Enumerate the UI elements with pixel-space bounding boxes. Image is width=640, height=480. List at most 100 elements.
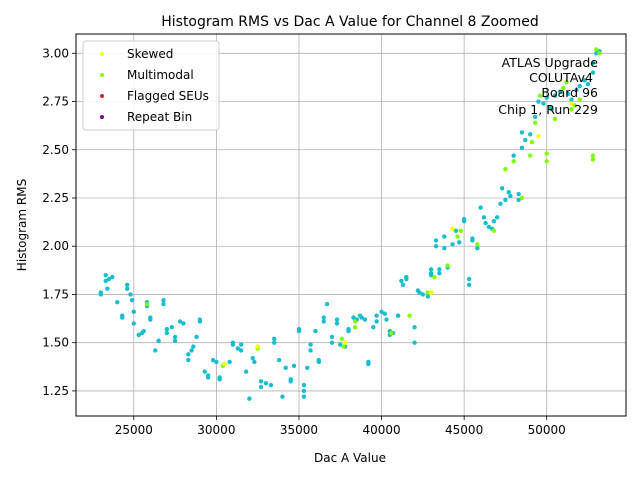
data-point-skewed (222, 361, 227, 367)
data-point-data (148, 317, 153, 322)
data-point-data (141, 328, 146, 334)
data-point-data (202, 369, 208, 374)
data-point-multimodal (561, 85, 566, 91)
grid (76, 34, 626, 416)
annotation-line-3: Board 96 (541, 85, 598, 100)
data-point-data (433, 244, 439, 249)
x-tick-label: 50000 (528, 423, 566, 437)
y-tick-label: 2.00 (42, 239, 69, 253)
data-point-data (536, 99, 541, 104)
data-point-data (503, 197, 508, 203)
data-point-data (131, 309, 137, 315)
data-point-data (238, 348, 244, 353)
data-point-data (371, 325, 376, 330)
data-point-data (590, 70, 596, 75)
data-point-multimodal (339, 336, 345, 342)
data-point-data (106, 276, 112, 282)
data-point-data (250, 355, 255, 361)
data-point-data (288, 377, 293, 382)
data-point-data (557, 89, 563, 95)
data-point-data (519, 130, 525, 135)
data-point-data (483, 220, 488, 226)
data-point-multimodal (529, 139, 535, 145)
data-point-data (128, 292, 133, 297)
data-point-multimodal (425, 290, 431, 295)
data-point-data (532, 114, 538, 120)
data-points (98, 47, 602, 401)
axes-frame (75, 33, 627, 417)
data-point-multimodal (503, 166, 508, 172)
legend-marker-flagged-seus (100, 94, 104, 98)
data-point-multimodal (564, 80, 569, 85)
legend-marker-multimodal (100, 73, 104, 77)
data-point-data (172, 338, 178, 343)
data-point-multimodal (511, 159, 516, 164)
data-point-multimodal (352, 319, 358, 324)
data-point-data (156, 338, 161, 343)
data-point-data (131, 321, 137, 326)
data-point-data (506, 190, 511, 195)
data-point-data (291, 363, 297, 369)
data-point-data (508, 193, 513, 199)
data-point-data (136, 332, 141, 338)
data-point-multimodal (590, 153, 596, 158)
x-tick-label: 30000 (197, 423, 235, 437)
data-point-data (321, 319, 326, 324)
data-point-data (316, 357, 321, 363)
data-point-skewed (536, 134, 541, 139)
x-axis-label: Dac A Value (314, 451, 386, 465)
data-point-data (214, 359, 219, 365)
data-point-data (263, 381, 269, 386)
data-point-data (442, 234, 447, 239)
data-point-data (305, 365, 310, 370)
data-point-skewed (343, 340, 348, 345)
data-point-data (442, 245, 447, 251)
data-point-data (412, 340, 417, 345)
data-point-data (417, 290, 422, 295)
data-point-data (366, 361, 371, 367)
data-point-data (258, 379, 264, 384)
data-point-data (169, 325, 174, 330)
data-point-multimodal (569, 107, 574, 112)
data-point-data (569, 97, 574, 102)
data-point-data (115, 299, 120, 305)
data-point-multimodal (519, 195, 525, 201)
data-point-data (511, 153, 516, 158)
data-point-multimodal (389, 330, 394, 336)
data-point-data (395, 313, 401, 318)
data-point-data (400, 282, 406, 288)
data-point-data (475, 245, 480, 251)
data-point-data (516, 197, 521, 203)
data-point-multimodal (455, 234, 460, 239)
legend-marker-skewed (100, 52, 104, 56)
data-point-data (105, 286, 110, 291)
y-axis-label: Histogram RMS (15, 179, 29, 271)
data-point-data (382, 311, 388, 316)
legend-label-flagged-seus: Flagged SEUs (127, 89, 209, 103)
data-point-data (189, 348, 194, 353)
data-point-data (103, 272, 108, 278)
data-point-multimodal (144, 301, 150, 307)
data-point-data (308, 348, 313, 353)
data-point-data (384, 317, 389, 322)
data-point-data (103, 278, 108, 284)
data-point-data (252, 359, 257, 365)
data-point-data (577, 83, 582, 89)
data-point-data (125, 282, 130, 288)
data-point-data (210, 357, 216, 363)
data-point-data (230, 342, 236, 347)
data-point-data (541, 101, 546, 106)
data-point-data (516, 191, 521, 197)
chart-title: Histogram RMS vs Dac A Value for Channel… (161, 14, 539, 30)
data-point-data (247, 396, 252, 401)
data-point-data (329, 334, 335, 340)
data-point-multimodal (475, 242, 480, 247)
annotation-block: ATLAS Upgrade COLUTAv4 Board 96 Chip 1, … (498, 55, 598, 117)
data-point-multimodal (432, 274, 437, 280)
data-point-multimodal (537, 93, 543, 98)
data-point-data (161, 298, 166, 303)
data-point-data (301, 388, 307, 394)
legend-box (82, 40, 220, 131)
data-point-data (498, 201, 503, 206)
data-point-data (466, 282, 472, 288)
